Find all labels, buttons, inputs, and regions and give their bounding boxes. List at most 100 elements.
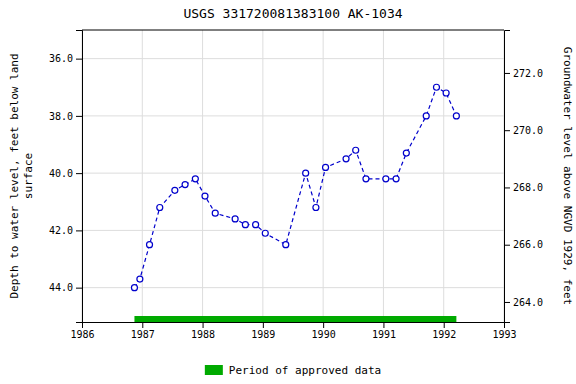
tick-mark xyxy=(76,116,82,117)
grid xyxy=(82,30,504,322)
y-tick: 42.0 xyxy=(49,225,82,236)
grid-line xyxy=(82,287,504,288)
axis-line xyxy=(83,323,505,329)
marker xyxy=(147,242,153,248)
legend: Period of approved data xyxy=(205,364,381,377)
y-tick: 44.0 xyxy=(49,282,82,293)
grid-line xyxy=(82,173,504,174)
tick-mark xyxy=(323,322,324,328)
y-tick: 40.0 xyxy=(49,168,82,179)
marker xyxy=(172,187,178,193)
tick-mark xyxy=(504,245,510,246)
marker xyxy=(313,204,319,210)
x-tick: 1992 xyxy=(432,322,456,340)
marker xyxy=(232,216,238,222)
axis-line xyxy=(76,31,83,323)
legend-label: Period of approved data xyxy=(229,364,381,377)
tick-mark xyxy=(504,130,510,131)
tick-label: 272.0 xyxy=(513,68,543,79)
marker xyxy=(343,156,349,162)
tick-label: 1990 xyxy=(312,329,336,340)
tick-mark xyxy=(76,288,82,289)
marker xyxy=(363,176,369,182)
marker xyxy=(423,113,429,119)
x-tick: 1987 xyxy=(131,322,155,340)
marker xyxy=(242,222,248,228)
tick-label: 1991 xyxy=(372,329,396,340)
tick-label: 1987 xyxy=(131,329,155,340)
title: USGS 331720081383100 AK-1034 xyxy=(183,6,402,21)
grid-line xyxy=(202,30,203,322)
tick-label: 264.0 xyxy=(513,297,543,308)
marker xyxy=(131,285,137,291)
tick-label: 1992 xyxy=(432,329,456,340)
tick-mark xyxy=(142,322,143,328)
axis-line xyxy=(505,31,511,323)
y2-axis: 264.0 266.0 268.0 270.0 272.0 xyxy=(504,31,543,323)
frame xyxy=(82,30,504,31)
x-tick: 1989 xyxy=(251,322,275,340)
marker xyxy=(393,176,399,182)
grid-line xyxy=(443,30,444,322)
tick-label: 1993 xyxy=(492,329,516,340)
marker xyxy=(353,147,359,153)
marker xyxy=(303,170,309,176)
period-bar xyxy=(134,316,456,322)
marker xyxy=(383,176,389,182)
tick-mark xyxy=(444,322,445,328)
y2-tick: 268.0 xyxy=(504,182,543,193)
tick-mark xyxy=(504,302,510,303)
tick-label: 1986 xyxy=(70,329,94,340)
y2-tick: 264.0 xyxy=(504,297,543,308)
marker xyxy=(212,210,218,216)
marker xyxy=(157,204,163,210)
tick-mark xyxy=(504,187,510,188)
tick-mark xyxy=(263,322,264,328)
grid-line xyxy=(262,30,263,322)
tick-label: 268.0 xyxy=(513,182,543,193)
marker xyxy=(137,276,143,282)
marker xyxy=(202,193,208,199)
grid-line xyxy=(82,115,504,116)
tick-mark xyxy=(76,173,82,174)
tick-label: 1989 xyxy=(251,329,275,340)
tick-mark xyxy=(76,59,82,60)
y-axis: 44.0 42.0 40.0 38.0 36.0 xyxy=(49,31,83,323)
marker xyxy=(443,90,449,96)
tick-label: 40.0 xyxy=(49,168,73,179)
x-tick: 1990 xyxy=(312,322,336,340)
x-tick: 1986 xyxy=(70,322,94,340)
marker xyxy=(453,113,459,119)
tick-label: 1988 xyxy=(191,329,215,340)
marker xyxy=(262,230,268,236)
tick-mark xyxy=(76,230,82,231)
chart: 1986 1987 1988 1989 1990 1991 1992 1993 44.0 42.0… xyxy=(0,0,576,384)
tick-label: 36.0 xyxy=(49,53,73,64)
y-tick: 36.0 xyxy=(49,53,82,64)
y2-tick: 272.0 xyxy=(504,68,543,79)
marker xyxy=(253,222,259,228)
tick-mark xyxy=(504,73,510,74)
tick-mark xyxy=(383,322,384,328)
grid-line xyxy=(82,230,504,231)
marker xyxy=(403,150,409,156)
marks xyxy=(131,84,459,322)
marker xyxy=(323,164,329,170)
tick-label: 266.0 xyxy=(513,239,543,250)
grid-line xyxy=(82,58,504,59)
y2-tick: 266.0 xyxy=(504,239,543,250)
marker xyxy=(433,84,439,90)
x-axis: 1986 1987 1988 1989 1990 1991 1992 1993 xyxy=(70,322,516,340)
tick-label: 44.0 xyxy=(49,282,73,293)
tick-label: 42.0 xyxy=(49,225,73,236)
y2-axis-label: Groundwater level above NGVD 1929, feet xyxy=(561,47,574,305)
tick-label: 270.0 xyxy=(513,125,543,136)
tick-label: 38.0 xyxy=(49,111,73,122)
tick-mark xyxy=(203,322,204,328)
marker xyxy=(192,176,198,182)
y-tick: 38.0 xyxy=(49,111,82,122)
x-tick: 1988 xyxy=(191,322,215,340)
line xyxy=(134,87,456,287)
y-axis-label: Depth to water level, feet below landsur… xyxy=(8,53,35,298)
marker xyxy=(182,182,188,188)
